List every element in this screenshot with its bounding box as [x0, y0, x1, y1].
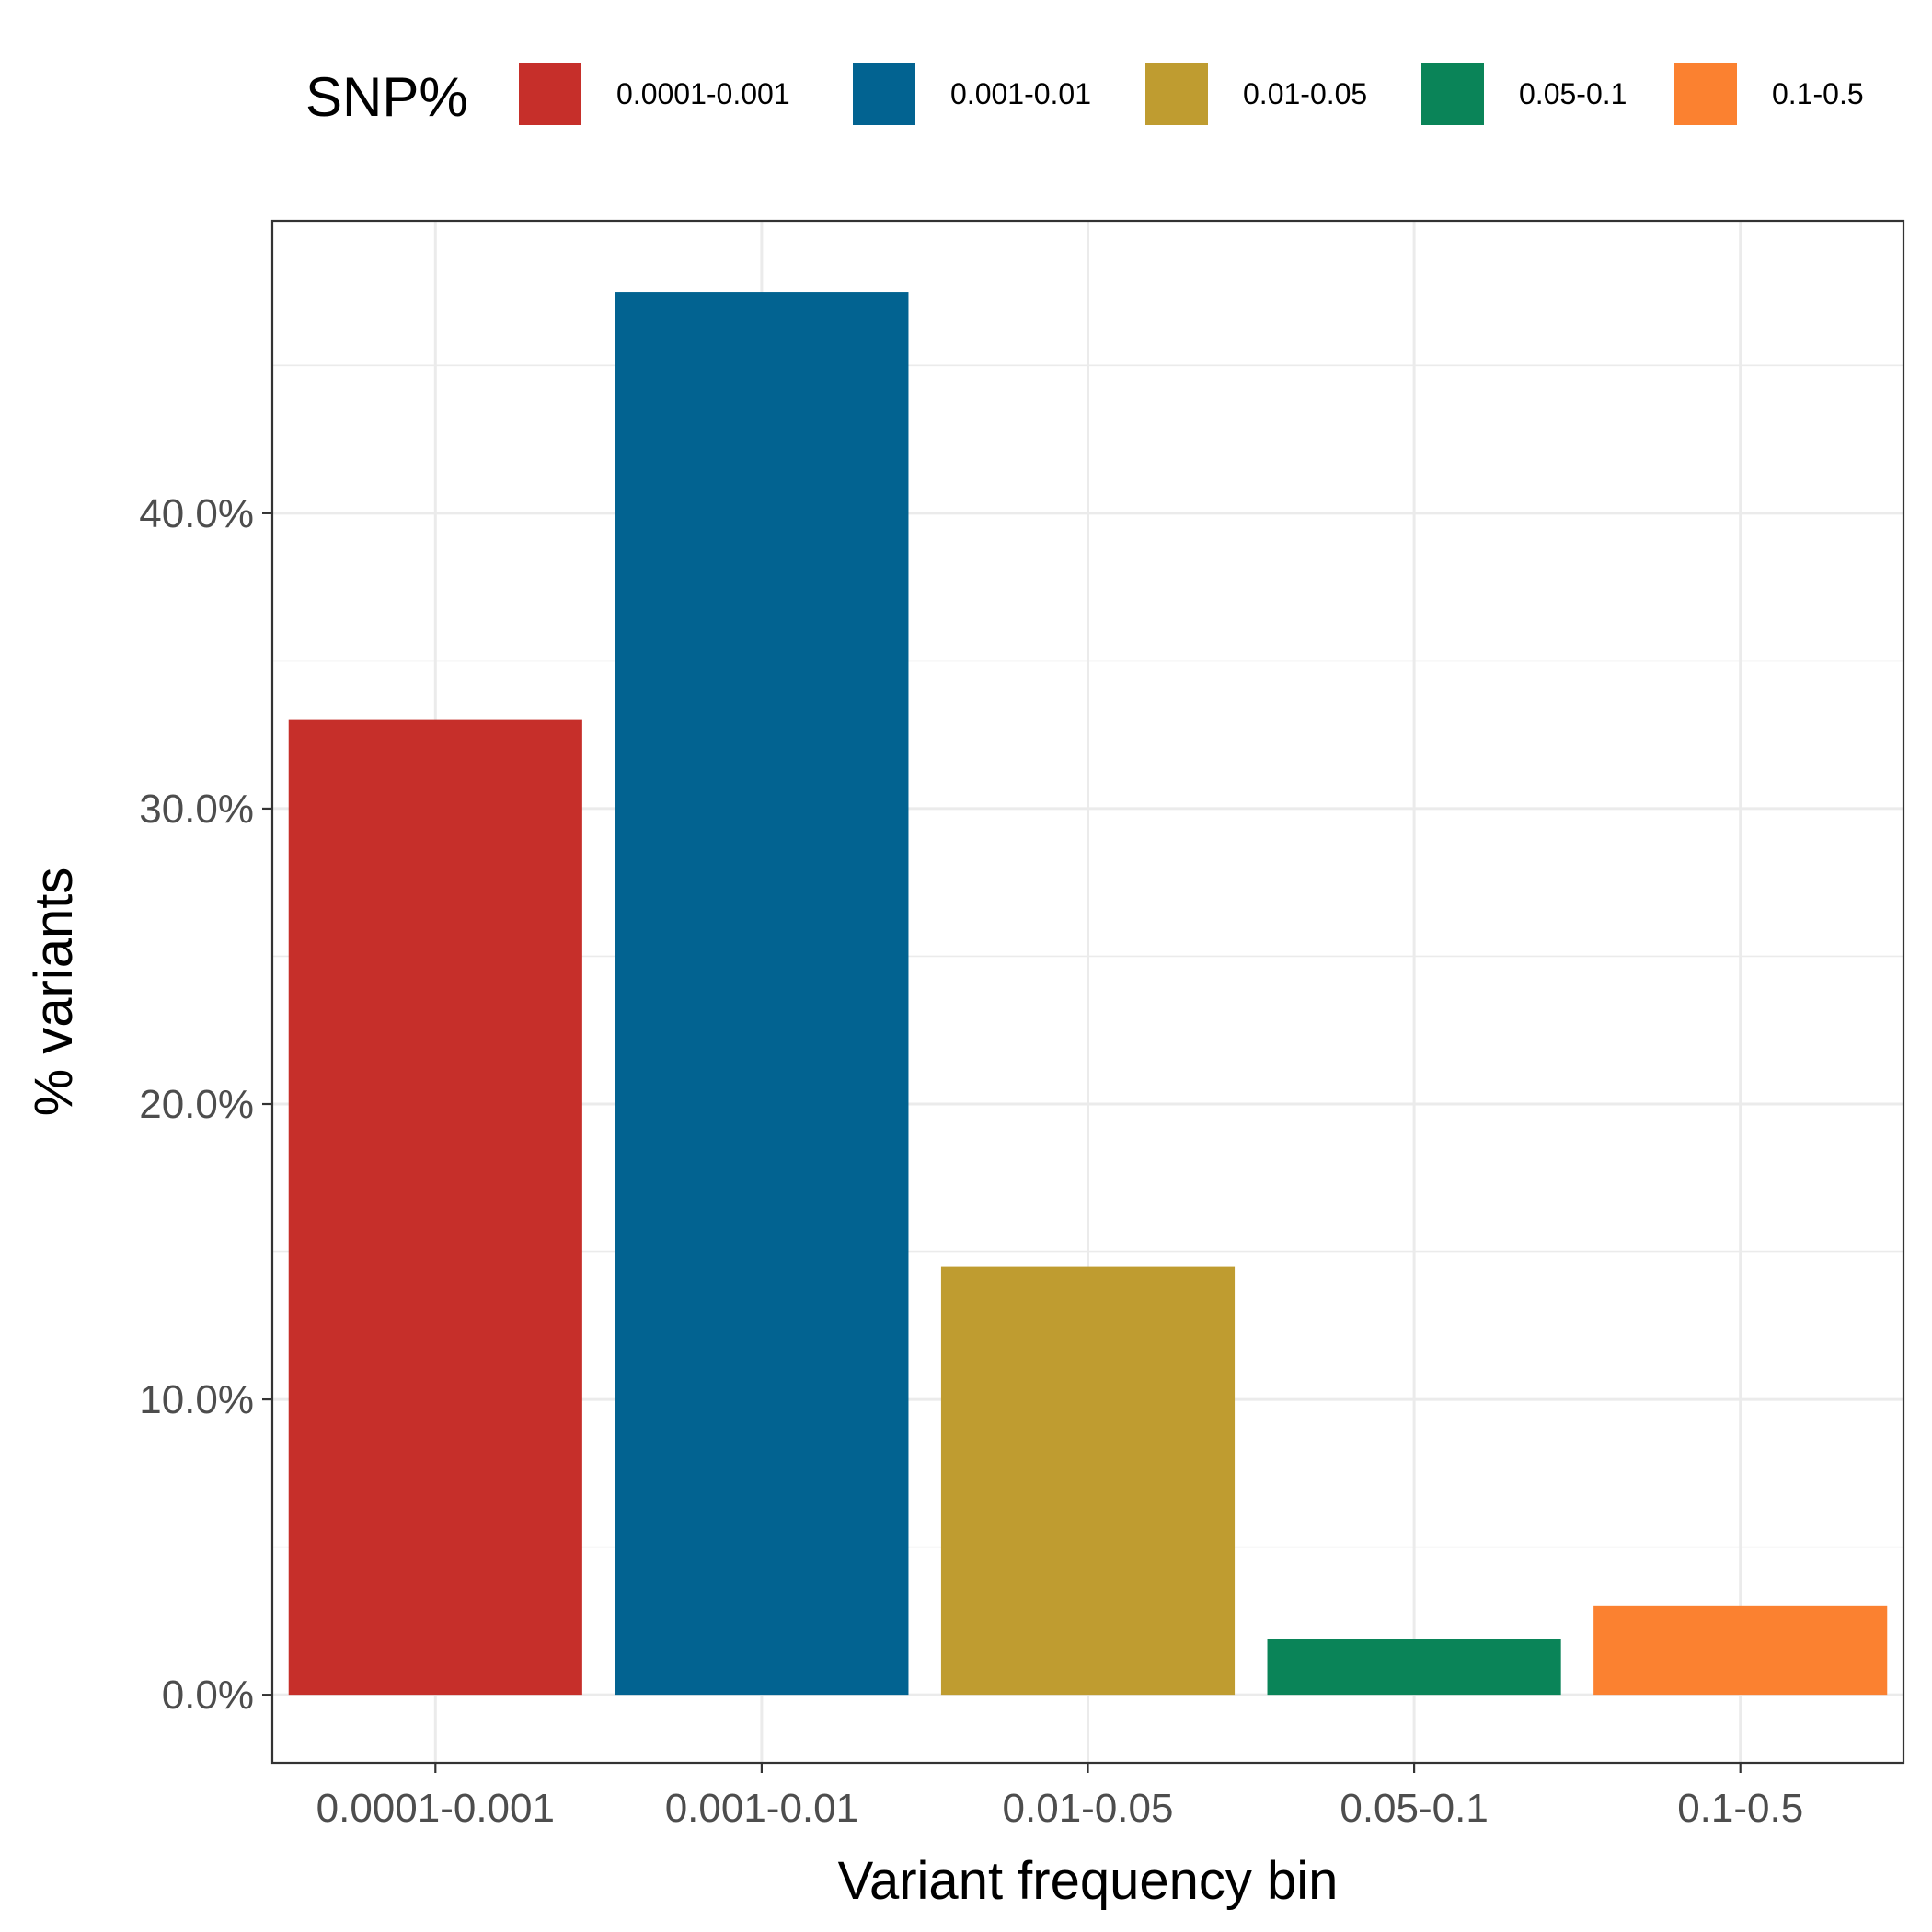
y-tick-label: 0.0%	[162, 1673, 254, 1718]
bar-0.01-0.05	[940, 1266, 1236, 1696]
y-tick-label: 20.0%	[139, 1082, 254, 1127]
x-tick-label: 0.1-0.5	[1677, 1786, 1803, 1831]
bars	[288, 292, 1888, 1696]
legend-label: 0.1-0.5	[1772, 77, 1864, 110]
bar-0.1-0.5	[1593, 1605, 1888, 1696]
y-axis: 0.0% 10.0% 20.0% 30.0% 40.0%	[139, 491, 272, 1718]
y-tick-label: 10.0%	[139, 1377, 254, 1422]
legend-key-0.05-0.1	[1421, 63, 1484, 125]
x-tick-label: 0.001-0.01	[665, 1786, 858, 1831]
legend-key-0.01-0.05	[1145, 63, 1208, 125]
y-tick-label: 40.0%	[139, 491, 254, 536]
bar-0.05-0.1	[1267, 1639, 1561, 1696]
legend-key-0.1-0.5	[1674, 63, 1737, 125]
legend-title: SNP%	[305, 66, 468, 128]
x-axis-title: Variant frequency bin	[838, 1851, 1339, 1911]
y-axis-title: % variants	[24, 868, 84, 1117]
x-tick-label: 0.05-0.1	[1340, 1786, 1488, 1831]
legend: SNP% 0.0001-0.001 0.001-0.01 0.01-0.05 0.05…	[305, 63, 1864, 128]
plot-panel	[270, 219, 1905, 1765]
legend-key-0.001-0.01	[853, 63, 915, 125]
x-tick-label: 0.01-0.05	[1003, 1786, 1174, 1831]
x-axis: 0.0001-0.001 0.001-0.01 0.01-0.05 0.05-0.1 0…	[316, 1763, 1803, 1831]
legend-label: 0.0001-0.001	[616, 77, 790, 110]
legend-label: 0.001-0.01	[950, 77, 1091, 110]
legend-label: 0.01-0.05	[1243, 77, 1367, 110]
x-tick-label: 0.0001-0.001	[316, 1786, 555, 1831]
y-tick-label: 30.0%	[139, 787, 254, 832]
legend-label: 0.05-0.1	[1519, 77, 1627, 110]
bar-0.001-0.01	[615, 292, 909, 1696]
bar-0.0001-0.001	[288, 719, 582, 1696]
legend-key-0.0001-0.001	[519, 63, 581, 125]
